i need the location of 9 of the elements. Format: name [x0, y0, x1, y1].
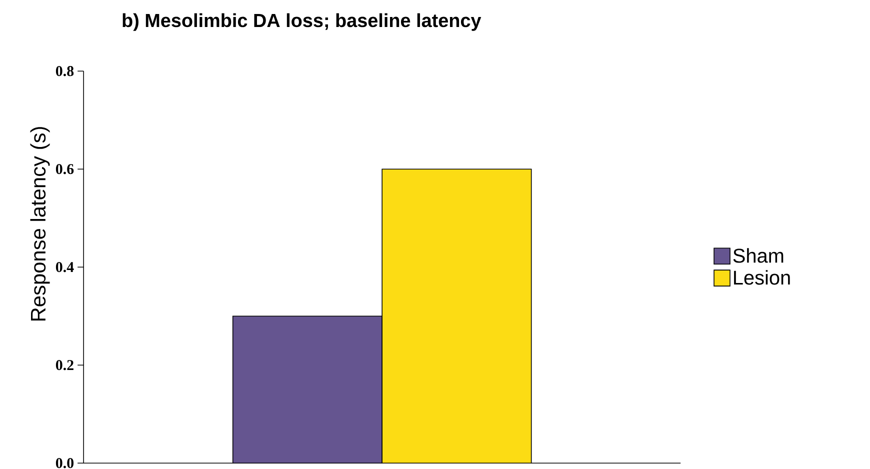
y-tick-label: 0.4 — [56, 262, 74, 272]
legend-label: Lesion — [734, 270, 790, 285]
y-tick-label: 0.0 — [56, 458, 74, 468]
y-tick-label: 0.6 — [56, 164, 74, 174]
y-axis-title: Response latency (s) — [30, 127, 50, 321]
chart-title: b) Mesolimbic DA loss; baseline latency — [122, 13, 482, 31]
y-tick-label: 0.2 — [56, 360, 74, 370]
y-tick-label: 0.8 — [56, 66, 74, 76]
legend-label: Sham — [733, 248, 784, 263]
